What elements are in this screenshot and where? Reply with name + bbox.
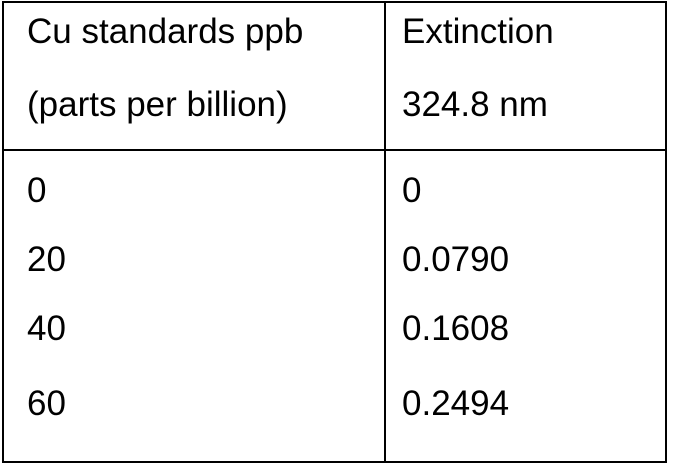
header-ppb-line1: Cu standards ppb [27,12,304,51]
cell-extinction-row3: 0.1608 [402,309,510,348]
cell-ppb-row2: 20 [27,240,66,279]
header-divider [4,149,665,151]
cell-ppb-row1: 0 [27,171,47,210]
cell-extinction-row4: 0.2494 [402,384,510,423]
cu-standards-table: Cu standards ppb (parts per billion) Ext… [2,1,667,463]
column-divider [384,3,386,461]
cell-ppb-row4: 60 [27,384,66,423]
cell-extinction-row2: 0.0790 [402,240,510,279]
cell-extinction-row1: 0 [402,171,422,210]
header-extinction-line2: 324.8 nm [402,85,548,124]
header-ppb-line2: (parts per billion) [27,85,288,124]
header-extinction-line1: Extinction [402,12,554,51]
cell-ppb-row3: 40 [27,309,66,348]
